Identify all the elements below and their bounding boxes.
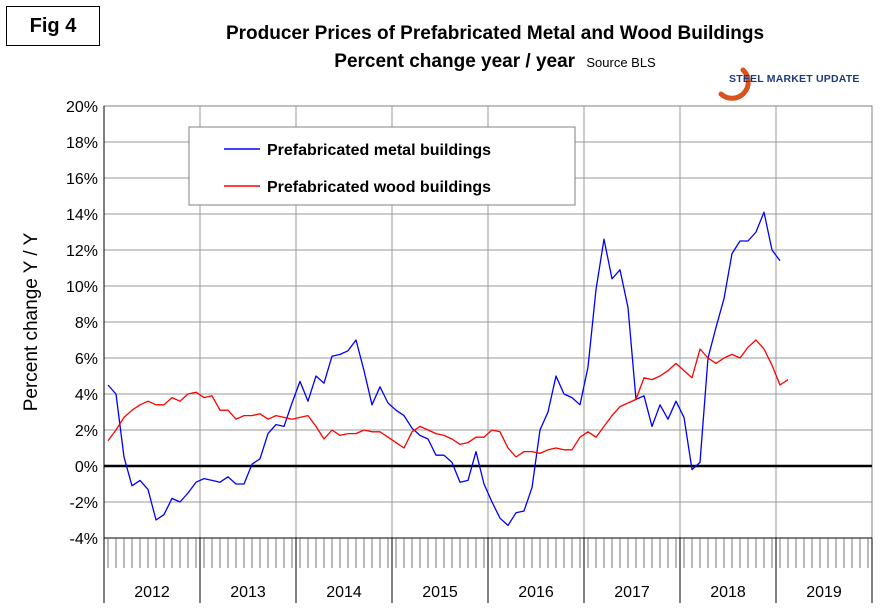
x-year-label: 2016 xyxy=(518,584,554,601)
logo-ring-icon xyxy=(718,67,751,101)
steel-market-update-logo: STEEL MARKET UPDATE xyxy=(703,64,868,104)
y-tick-label: 6% xyxy=(75,351,98,368)
chart-subtitle: Percent change year / year xyxy=(334,51,576,72)
y-tick-label: 2% xyxy=(75,423,98,440)
y-tick-label: 20% xyxy=(66,99,98,116)
series-line-metal xyxy=(107,211,781,527)
y-tick-label: 14% xyxy=(66,207,98,224)
x-year-label: 2019 xyxy=(806,584,842,601)
chart-source: Source BLS xyxy=(586,55,656,70)
x-year-label: 2017 xyxy=(614,584,650,601)
series-lines xyxy=(107,211,789,527)
legend: Prefabricated metal buildings Prefabricat… xyxy=(188,126,576,206)
x-year-label: 2013 xyxy=(230,584,266,601)
legend-label: Prefabricated metal buildings xyxy=(267,142,491,159)
y-tick-label: 10% xyxy=(66,279,98,296)
y-tick-label: 18% xyxy=(66,135,98,152)
y-tick-label: 16% xyxy=(66,171,98,188)
y-tick-label: 0% xyxy=(75,459,98,476)
chart-subtitle-line: Percent change year / year Source BLS xyxy=(150,50,840,75)
y-axis-label: Percent change Y / Y xyxy=(21,232,42,411)
x-year-label: 2018 xyxy=(710,584,746,601)
y-tick-label: 8% xyxy=(75,315,98,332)
y-tick-label: -4% xyxy=(70,531,98,548)
y-tick-label: 4% xyxy=(75,387,98,404)
series-line-wood xyxy=(107,339,789,458)
y-tick-label: 12% xyxy=(66,243,98,260)
x-year-label: 2012 xyxy=(134,584,170,601)
legend-box xyxy=(188,126,576,206)
y-tick-label: -2% xyxy=(70,495,98,512)
tick-labels: -4% -2% 0% 2% 4% 6% 8% 10% 12% 14% 16% 18% 20% 2012 20… xyxy=(21,99,842,601)
logo-text: STEEL MARKET UPDATE xyxy=(729,73,860,85)
x-year-label: 2015 xyxy=(422,584,458,601)
axes xyxy=(103,105,873,603)
figure-label: Fig 4 xyxy=(6,6,100,46)
legend-label: Prefabricated wood buildings xyxy=(267,179,491,196)
x-year-label: 2014 xyxy=(326,584,362,601)
chart-title: Producer Prices of Prefabricated Metal a… xyxy=(225,23,765,44)
